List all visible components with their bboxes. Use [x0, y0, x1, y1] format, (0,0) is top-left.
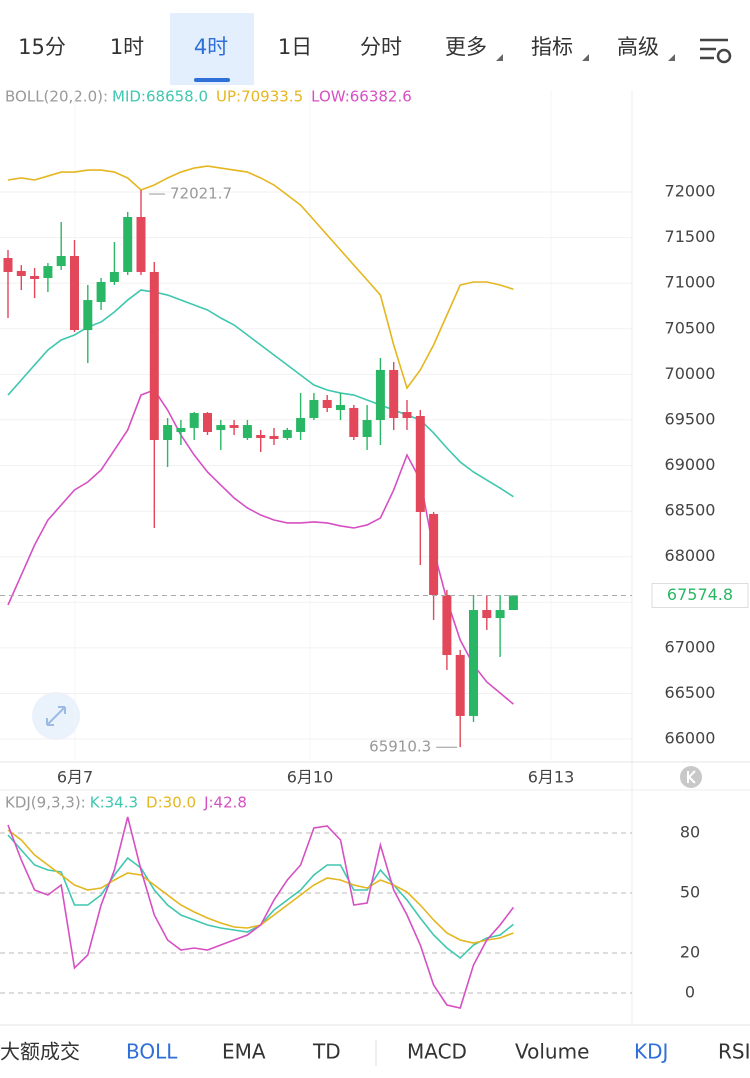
candle-body: [123, 216, 133, 272]
candle-body: [30, 275, 40, 279]
tab[interactable]: 更多: [445, 35, 487, 59]
candle-body: [163, 425, 173, 440]
dropdown-arrows: [496, 54, 675, 61]
candle-body: [469, 610, 478, 716]
indicator-title: BOLL(20,2.0):: [5, 88, 108, 106]
candle-body: [56, 256, 66, 267]
candle-body: [216, 425, 226, 430]
candle-body: [362, 420, 372, 437]
candle-body: [322, 399, 332, 408]
candle-body: [256, 434, 266, 438]
indicator-tab[interactable]: TD: [312, 1040, 341, 1064]
candle-body: [495, 610, 505, 619]
candle-body: [70, 256, 79, 331]
candle-body: [136, 216, 146, 272]
expand-icon: [46, 706, 66, 726]
y-tick-label: 72000: [665, 182, 716, 201]
candle-body: [189, 413, 199, 428]
candle-body: [269, 435, 279, 439]
tab[interactable]: 4时: [194, 35, 228, 59]
legend-entry: J:42.8: [203, 794, 247, 812]
indicator-tab[interactable]: RSI: [718, 1040, 750, 1064]
candle-body: [429, 514, 439, 595]
tab[interactable]: 15分: [18, 35, 66, 59]
y-tick-label: 69500: [665, 409, 716, 428]
indicator-tab[interactable]: BOLL: [126, 1040, 178, 1064]
indicator-line: [7, 816, 515, 1009]
indicator-tab[interactable]: MACD: [407, 1040, 467, 1064]
legend-entry: MID:68658.0: [112, 88, 208, 106]
tab-selected-bg: [170, 13, 254, 85]
indicator-line: [7, 165, 514, 390]
y-tick-label: 69000: [665, 455, 716, 474]
candle-body: [176, 427, 186, 432]
y-tick-label: 66000: [665, 729, 716, 748]
candle-body: [282, 429, 292, 438]
y-tick-label: 68500: [665, 501, 716, 520]
legend-entry: UP:70933.5: [216, 88, 303, 106]
candle-body: [402, 412, 412, 419]
y-tick-label: 20: [680, 943, 700, 962]
candle-body: [149, 271, 159, 440]
candle-body: [482, 610, 492, 619]
x-tick-label: 6月7: [57, 768, 93, 787]
candle-body: [415, 416, 425, 513]
indicator-line: [7, 829, 514, 944]
candle-body: [336, 404, 345, 410]
indicator-tab[interactable]: KDJ: [634, 1040, 668, 1064]
x-tick-label: 6月10: [287, 768, 334, 787]
indicator-title: KDJ(9,3,3):: [5, 794, 86, 812]
candle-body: [242, 425, 252, 438]
scroll-end-button[interactable]: [680, 766, 702, 788]
y-tick-label: 66500: [665, 683, 716, 702]
tab[interactable]: 分时: [360, 35, 402, 59]
last-price-box: [651, 582, 749, 608]
indicator-tab[interactable]: EMA: [222, 1040, 266, 1064]
candle-body: [96, 282, 106, 302]
y-tick-label: 80: [680, 823, 700, 842]
tab[interactable]: 指标: [531, 35, 573, 59]
candle-body: [309, 399, 319, 419]
candle-body: [16, 270, 26, 276]
min-label: 65910.3: [369, 738, 431, 756]
y-tick-label: 70000: [665, 364, 716, 383]
candle-body: [109, 271, 119, 282]
candle-body: [43, 266, 53, 278]
candle-body: [389, 369, 399, 419]
tab[interactable]: 高级: [617, 35, 659, 59]
y-tick-label: 50: [680, 883, 700, 902]
indicator-tab[interactable]: Volume: [515, 1040, 589, 1064]
legend-entry: LOW:66382.6: [311, 88, 412, 106]
y-tick-label: 68000: [665, 546, 716, 565]
legend-entry: D:30.0: [146, 794, 196, 812]
last-price-label: 67574.8: [667, 585, 733, 604]
legend-entry: K:34.3: [90, 794, 138, 812]
candle-body: [442, 594, 452, 655]
candle-body: [3, 258, 13, 272]
candle-body: [455, 654, 465, 716]
tab[interactable]: 1日: [278, 35, 312, 59]
candle-body: [375, 369, 385, 421]
tab-indicator: [194, 78, 230, 82]
candle-body: [296, 418, 306, 432]
y-tick-label: 70500: [665, 318, 716, 337]
candle-body: [203, 413, 212, 432]
settings-icon[interactable]: [700, 38, 732, 64]
indicator-line: [7, 834, 514, 960]
y-tick-label: 67000: [665, 637, 716, 656]
candle-body: [508, 595, 518, 611]
y-tick-label: 71000: [665, 273, 716, 292]
y-tick-label: 71500: [665, 227, 716, 246]
candle-body: [349, 407, 359, 437]
x-tick-label: 6月13: [528, 768, 575, 787]
candle-body: [229, 425, 239, 428]
tab[interactable]: 1时: [110, 35, 144, 59]
max-label: 72021.7: [170, 185, 232, 203]
indicator-tab[interactable]: 大额成交: [0, 1040, 80, 1064]
candle-body: [83, 300, 93, 331]
scroll-end-icon: [687, 770, 696, 784]
y-tick-label: 0: [685, 983, 695, 1002]
